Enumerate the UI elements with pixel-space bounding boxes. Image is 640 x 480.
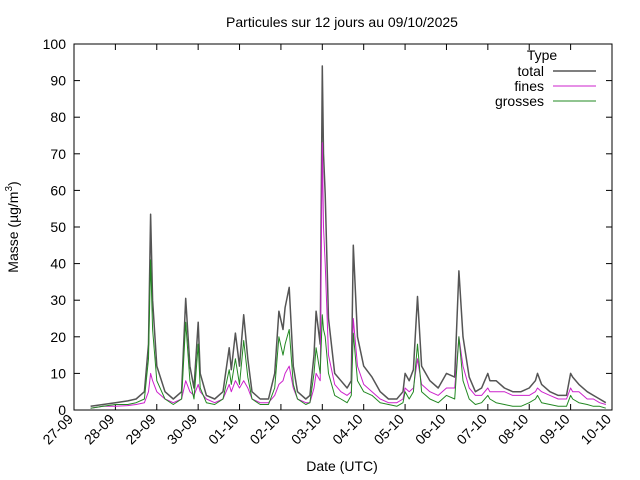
x-axis-title: Date (UTC) xyxy=(306,458,378,474)
legend-label-grosses: grosses xyxy=(495,93,544,109)
y-axis-title-suffix: ) xyxy=(5,181,21,186)
y-axis-title-superscript: 3 xyxy=(4,186,15,192)
y-tick-label: 70 xyxy=(50,146,66,162)
x-tick-label: 08-10 xyxy=(495,411,532,448)
x-tick-label: 09-10 xyxy=(536,411,573,448)
x-tick-label: 05-10 xyxy=(371,411,408,448)
series-layer xyxy=(90,65,607,409)
legend-title: Type xyxy=(527,47,558,63)
series-line-total xyxy=(90,65,607,408)
x-tick-label: 30-09 xyxy=(164,411,201,448)
y-axis-title: Masse (µg/m3) xyxy=(4,181,21,272)
y-tick-label: 40 xyxy=(50,256,66,272)
x-tick-label: 01-10 xyxy=(205,411,242,448)
y-tick-label: 100 xyxy=(43,36,67,52)
y-tick-label: 0 xyxy=(58,402,66,418)
x-tick-label: 29-09 xyxy=(122,411,159,448)
y-tick-label: 90 xyxy=(50,73,66,89)
y-tick-label: 50 xyxy=(50,219,66,235)
x-tick-label: 04-10 xyxy=(329,411,366,448)
y-tick-label: 30 xyxy=(50,292,66,308)
series-line-fines xyxy=(90,142,606,409)
y-axis: 0 10 20 30 40 50 60 70 80 90 100 xyxy=(43,36,612,418)
x-tick-label: 02-10 xyxy=(246,411,283,448)
x-tick-label: 07-10 xyxy=(453,411,490,448)
x-tick-label: 10-10 xyxy=(577,411,614,448)
legend-label-fines: fines xyxy=(514,78,544,94)
y-tick-label: 10 xyxy=(50,365,66,381)
y-tick-label: 20 xyxy=(50,329,66,345)
x-tick-label: 06-10 xyxy=(412,411,449,448)
chart-title: Particules sur 12 jours au 09/10/2025 xyxy=(226,14,458,30)
y-tick-label: 80 xyxy=(50,109,66,125)
series-line-grosses xyxy=(90,259,606,409)
x-tick-label: 28-09 xyxy=(81,411,118,448)
y-axis-title-main: Masse (µg/m xyxy=(5,192,21,273)
x-tick-label: 03-10 xyxy=(288,411,325,448)
y-tick-label: 60 xyxy=(50,182,66,198)
legend-label-total: total xyxy=(518,63,544,79)
